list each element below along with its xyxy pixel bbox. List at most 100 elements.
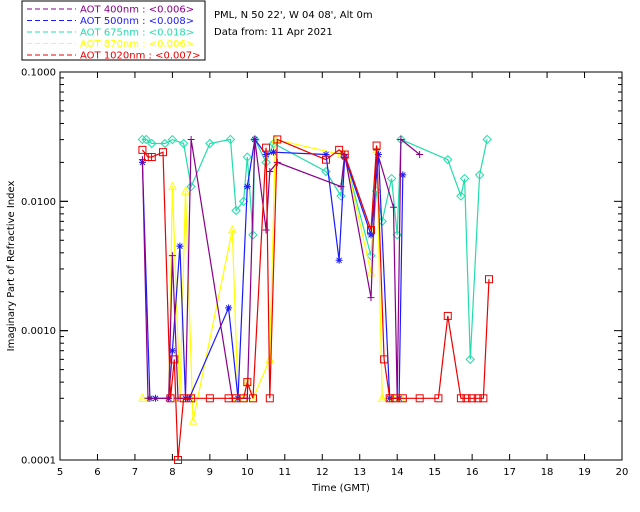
x-tick-label: 12: [316, 467, 329, 478]
y-axis-label: Imaginary Part of Refractive Index: [6, 181, 17, 352]
data-point: [225, 134, 236, 145]
data-point: [273, 135, 282, 144]
legend-entry: AOT 870nm : <0.006>: [80, 39, 194, 50]
data-point: [243, 183, 251, 191]
data-point: [181, 185, 190, 195]
data-point: [479, 394, 488, 403]
data-point: [262, 226, 270, 234]
data-point: [386, 173, 397, 184]
data-point: [474, 170, 485, 180]
data-point: [273, 158, 281, 166]
data-point: [159, 148, 168, 157]
data-point: [321, 166, 331, 177]
legend: AOT 400nm : <0.006>AOT 500nm : <0.008>AO…: [21, 0, 206, 62]
data-point: [397, 135, 405, 143]
data-point: [462, 394, 471, 403]
data-point: [174, 456, 183, 464]
data-point: [160, 138, 170, 149]
series-2: [137, 134, 492, 365]
data-point: [168, 181, 177, 191]
series-3: [138, 134, 406, 425]
data-point: [385, 394, 394, 403]
data-point: [340, 150, 349, 159]
data-point: [187, 394, 196, 403]
data-point: [228, 224, 237, 234]
data-point: [265, 394, 274, 403]
x-tick-label: 20: [616, 467, 629, 478]
legend-entry: AOT 1020nm : <0.007>: [80, 51, 200, 62]
y-tick-label: 0.0010: [21, 326, 56, 337]
data-point: [473, 394, 482, 403]
data-point: [186, 181, 196, 192]
data-point: [168, 347, 176, 355]
data-point: [239, 394, 248, 403]
legend-entry: AOT 675nm : <0.018>: [80, 28, 194, 39]
data-point: [366, 226, 375, 235]
data-point: [468, 394, 477, 403]
x-axis: 5 6 7 8 9 10 11 12 13 14 15 16 17 18 19 20: [57, 72, 629, 478]
data-point: [484, 275, 493, 284]
series-4: [138, 135, 493, 464]
data-point: [205, 394, 214, 403]
series-layer: [137, 134, 493, 464]
data-point: [416, 151, 424, 159]
x-tick-label: 6: [94, 467, 100, 478]
data-point: [335, 145, 344, 154]
data-point: [205, 138, 215, 149]
data-point: [144, 394, 152, 402]
data-point: [456, 394, 465, 403]
x-tick-label: 16: [466, 467, 479, 478]
data-point: [398, 394, 407, 403]
data-point: [456, 191, 466, 201]
data-point: [168, 252, 176, 260]
data-point: [367, 294, 375, 302]
data-point: [322, 155, 331, 164]
data-point: [399, 171, 407, 179]
y-tick-label: 0.0001: [21, 456, 56, 467]
data-point: [138, 145, 147, 154]
data-point: [170, 355, 179, 364]
date-header: Data from: 11 Apr 2021: [214, 27, 333, 38]
data-point: [322, 151, 330, 159]
data-point: [372, 141, 381, 150]
x-tick-label: 13: [353, 467, 366, 478]
data-point: [248, 230, 258, 240]
site-header: PML, N 50 22', W 04 08', Alt 0m: [214, 10, 373, 21]
data-point: [243, 378, 252, 387]
plot-frame: [59, 71, 623, 461]
data-point: [147, 153, 156, 162]
data-point: [415, 394, 424, 403]
data-point: [187, 135, 195, 143]
data-point: [465, 354, 475, 365]
x-tick-label: 14: [391, 467, 404, 478]
data-point: [335, 256, 343, 264]
x-tick-label: 7: [132, 467, 138, 478]
data-point: [443, 311, 452, 320]
data-point: [366, 267, 376, 277]
x-tick-label: 5: [57, 467, 63, 478]
x-tick-label: 19: [578, 467, 591, 478]
data-point: [176, 242, 184, 250]
x-tick-label: 11: [278, 467, 291, 478]
y-tick-label: 0.0100: [21, 197, 56, 208]
data-point: [178, 138, 189, 149]
data-point: [166, 394, 175, 403]
data-point: [137, 134, 148, 145]
data-point: [138, 393, 147, 402]
data-point: [336, 191, 346, 201]
y-axis: 0.0001 0.0010 0.0100 0.1000: [21, 68, 622, 467]
data-point: [147, 138, 157, 149]
data-point: [248, 394, 257, 403]
data-point: [270, 148, 278, 156]
x-tick-label: 9: [207, 467, 213, 478]
series-line: [141, 138, 421, 399]
y-tick-label: 0.1000: [21, 68, 56, 79]
x-tick-label: 8: [169, 467, 175, 478]
x-tick-label: 17: [503, 467, 516, 478]
data-point: [262, 143, 271, 152]
data-point: [434, 394, 443, 403]
data-point: [367, 231, 375, 239]
x-tick-label: 15: [428, 467, 441, 478]
series-line: [142, 138, 488, 360]
